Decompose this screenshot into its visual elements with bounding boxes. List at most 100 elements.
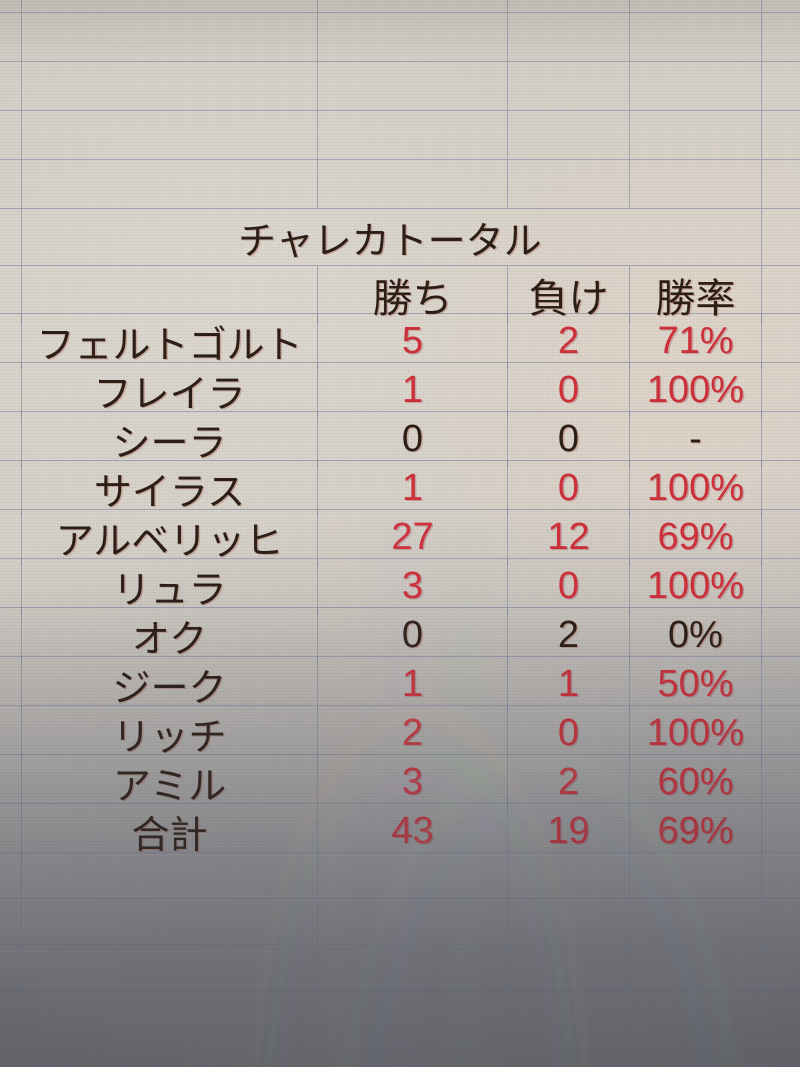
table-row: リュラ 3 0 100%: [0, 559, 800, 614]
spreadsheet-grid: チャレカトータル 勝ち 負け 勝率 フェルトゴルト 5 2 71% フレイラ 1…: [0, 0, 800, 991]
row-losses-cell[interactable]: 0: [508, 706, 630, 761]
empty-row: [0, 62, 800, 111]
row-rate-cell[interactable]: 0%: [630, 608, 762, 663]
row-name: アルベリッヒ: [55, 521, 284, 563]
row-losses: 2: [557, 614, 580, 656]
row-rate-cell[interactable]: 100%: [630, 461, 762, 516]
table-row: アミル 3 2 60%: [0, 755, 800, 810]
row-wins-cell[interactable]: 1: [318, 657, 508, 712]
row-rate: 71%: [657, 320, 734, 362]
row-wins-cell[interactable]: 43: [318, 804, 508, 859]
row-name-cell[interactable]: リュラ: [22, 559, 318, 614]
empty-row: [0, 853, 800, 899]
row-wins-cell[interactable]: 0: [318, 608, 508, 663]
row-wins: 5: [401, 320, 424, 362]
row-name: アミル: [112, 766, 227, 808]
header-row: 勝ち 負け 勝率: [0, 266, 800, 324]
row-wins: 1: [401, 663, 424, 705]
table-title: チャレカトータル: [238, 220, 542, 263]
row-losses: 19: [547, 810, 590, 852]
row-name: リュラ: [112, 570, 227, 612]
row-losses-cell[interactable]: 0: [508, 461, 630, 516]
row-name: サイラス: [93, 472, 246, 514]
row-rate-cell[interactable]: 50%: [630, 657, 762, 712]
row-wins-cell[interactable]: 0: [318, 412, 508, 467]
row-name-cell[interactable]: アルベリッヒ: [22, 510, 318, 565]
row-losses-cell[interactable]: 19: [508, 804, 630, 859]
row-rate: 100%: [646, 565, 745, 607]
row-losses-cell[interactable]: 12: [508, 510, 630, 565]
row-name: シーラ: [112, 423, 227, 465]
row-wins: 1: [401, 467, 424, 509]
row-rate-cell[interactable]: 100%: [630, 706, 762, 761]
row-name-cell[interactable]: フレイラ: [22, 363, 318, 418]
row-name-cell[interactable]: フェルトゴルト: [22, 314, 318, 369]
row-wins: 43: [391, 810, 434, 852]
row-rate-cell[interactable]: 71%: [630, 314, 762, 369]
row-losses-cell[interactable]: 2: [508, 608, 630, 663]
row-rate-cell[interactable]: 69%: [630, 510, 762, 565]
row-rate-cell[interactable]: -: [630, 412, 762, 467]
row-name-cell[interactable]: サイラス: [22, 461, 318, 516]
table-row: アルベリッヒ 27 12 69%: [0, 510, 800, 565]
table-title-cell[interactable]: チャレカトータル: [22, 209, 630, 265]
row-losses-cell[interactable]: 0: [508, 412, 630, 467]
table-row: ジーク 1 1 50%: [0, 657, 800, 712]
row-losses-cell[interactable]: 2: [508, 755, 630, 810]
row-wins: 0: [401, 614, 424, 656]
row-wins: 1: [401, 369, 424, 411]
row-losses-cell[interactable]: 1: [508, 657, 630, 712]
row-name-cell[interactable]: シーラ: [22, 412, 318, 467]
row-rate: -: [689, 418, 702, 460]
row-losses: 1: [557, 663, 580, 705]
row-name: 合計: [131, 815, 208, 857]
row-name-cell[interactable]: オク: [22, 608, 318, 663]
row-rate: 0%: [668, 614, 723, 656]
row-wins: 3: [401, 565, 424, 607]
row-rate-cell[interactable]: 69%: [630, 804, 762, 859]
row-wins-cell[interactable]: 1: [318, 363, 508, 418]
row-rate-cell[interactable]: 100%: [630, 559, 762, 614]
table-row-total: 合計 43 19 69%: [0, 804, 800, 859]
row-name-cell[interactable]: アミル: [22, 755, 318, 810]
empty-row: [0, 0, 800, 13]
row-rate-cell[interactable]: 60%: [630, 755, 762, 810]
row-wins-cell[interactable]: 5: [318, 314, 508, 369]
row-name: オク: [131, 619, 208, 661]
table-row: サイラス 1 0 100%: [0, 461, 800, 516]
row-losses: 0: [557, 369, 580, 411]
row-name-cell[interactable]: 合計: [22, 804, 318, 859]
row-losses: 2: [557, 761, 580, 803]
row-wins-cell[interactable]: 27: [318, 510, 508, 565]
empty-row: [0, 160, 800, 209]
empty-row: [0, 899, 800, 945]
row-wins-cell[interactable]: 1: [318, 461, 508, 516]
row-name-cell[interactable]: ジーク: [22, 657, 318, 712]
row-wins-cell[interactable]: 3: [318, 559, 508, 614]
row-rate-cell[interactable]: 100%: [630, 363, 762, 418]
row-rate: 69%: [657, 516, 734, 558]
row-losses: 0: [557, 712, 580, 754]
row-losses-cell[interactable]: 2: [508, 314, 630, 369]
row-wins: 27: [391, 516, 434, 558]
row-name: フレイラ: [93, 374, 246, 416]
empty-row: [0, 111, 800, 160]
row-name: フェルトゴルト: [36, 325, 303, 367]
table-row: フェルトゴルト 5 2 71%: [0, 314, 800, 369]
row-losses: 0: [557, 418, 580, 460]
row-rate: 100%: [646, 712, 745, 754]
row-name: ジーク: [112, 668, 227, 710]
row-wins-cell[interactable]: 3: [318, 755, 508, 810]
row-rate: 69%: [657, 810, 734, 852]
table-row: リッチ 2 0 100%: [0, 706, 800, 761]
row-name: リッチ: [112, 717, 227, 759]
row-name-cell[interactable]: リッチ: [22, 706, 318, 761]
table-row: シーラ 0 0 -: [0, 412, 800, 467]
row-wins: 2: [401, 712, 424, 754]
row-losses-cell[interactable]: 0: [508, 363, 630, 418]
row-losses-cell[interactable]: 0: [508, 559, 630, 614]
row-wins-cell[interactable]: 2: [318, 706, 508, 761]
row-wins: 0: [401, 418, 424, 460]
row-losses: 0: [557, 467, 580, 509]
table-row: フレイラ 1 0 100%: [0, 363, 800, 418]
